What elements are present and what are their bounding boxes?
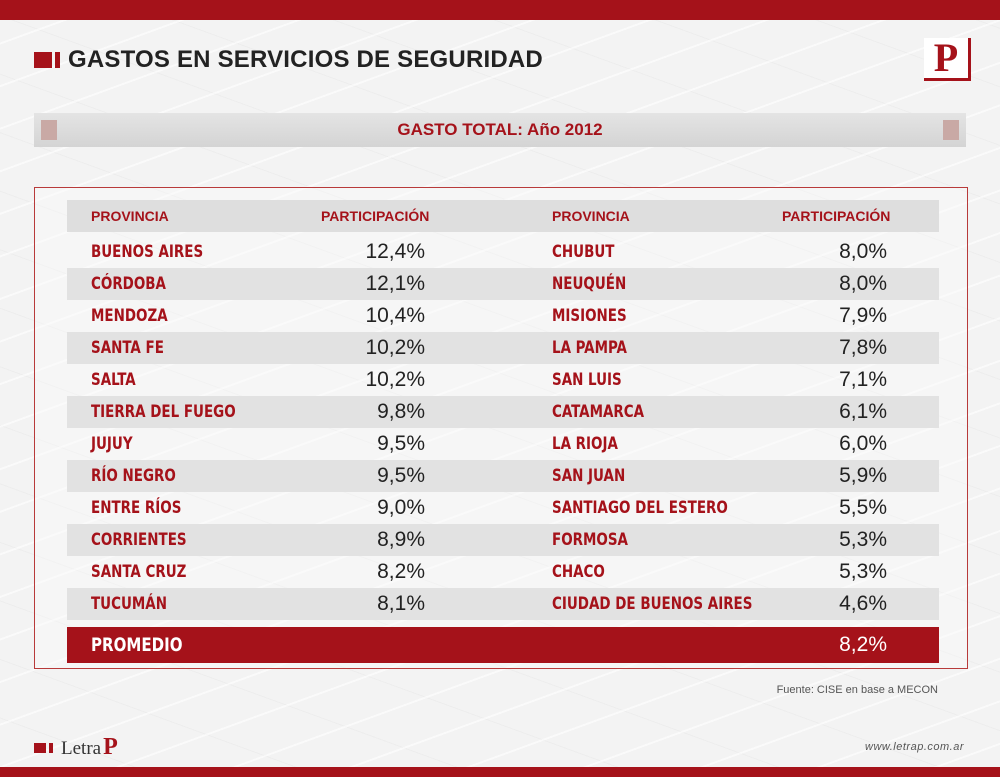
letrap-logo: P <box>924 38 971 81</box>
table-row: TIERRA DEL FUEGO 9,8% CATAMARCA 6,1% <box>67 396 939 428</box>
table-row: BUENOS AIRES 12,4% CHUBUT 8,0% <box>67 236 939 268</box>
province-share: 9,5% <box>377 432 425 455</box>
province-share: 9,0% <box>377 496 425 519</box>
province-name: SANTIAGO DEL ESTERO <box>552 498 728 518</box>
province-name: NEUQUÉN <box>552 274 627 294</box>
province-name: CATAMARCA <box>552 402 645 422</box>
table-row: SANTA FE 10,2% LA PAMPA 7,8% <box>67 332 939 364</box>
province-name: SANTA FE <box>91 338 164 358</box>
table-body: BUENOS AIRES 12,4% CHUBUT 8,0% CÓRDOBA 12,1% N… <box>67 236 939 620</box>
subtitle-bar: GASTO TOTAL: Año 2012 <box>34 113 966 147</box>
province-name: JUJUY <box>91 434 133 454</box>
province-name: SAN JUAN <box>552 466 626 486</box>
province-share: 8,0% <box>839 272 887 295</box>
table-header: PROVINCIA PARTICIPACIÓN PROVINCIA PARTIC… <box>67 200 939 232</box>
table-row: SALTA 10,2% SAN LUIS 7,1% <box>67 364 939 396</box>
province-share: 6,0% <box>839 432 887 455</box>
province-name: CIUDAD DE BUENOS AIRES <box>552 594 753 614</box>
province-share: 5,3% <box>839 560 887 583</box>
province-share: 5,3% <box>839 528 887 551</box>
province-share: 10,2% <box>365 368 425 391</box>
footer-brand: Letra P <box>34 734 118 761</box>
province-share: 7,8% <box>839 336 887 359</box>
header-share-left: PARTICIPACIÓN <box>321 208 430 224</box>
table-row: TUCUMÁN 8,1% CIUDAD DE BUENOS AIRES 4,6% <box>67 588 939 620</box>
brand-text: Letra <box>61 738 102 759</box>
subtitle-left-block <box>41 120 57 140</box>
province-share: 8,2% <box>377 560 425 583</box>
province-name: CHACO <box>552 562 605 582</box>
province-name: MENDOZA <box>91 306 168 326</box>
province-name: SAN LUIS <box>552 370 622 390</box>
average-row: PROMEDIO 8,2% <box>67 627 939 663</box>
province-name: LA PAMPA <box>552 338 627 358</box>
province-name: ENTRE RÍOS <box>91 498 182 518</box>
table-row: RÍO NEGRO 9,5% SAN JUAN 5,9% <box>67 460 939 492</box>
table-row: CORRIENTES 8,9% FORMOSA 5,3% <box>67 524 939 556</box>
average-label: PROMEDIO <box>91 634 183 656</box>
header-province-left: PROVINCIA <box>91 208 169 224</box>
province-name: LA RIOJA <box>552 434 618 454</box>
brand-p: P <box>103 734 118 760</box>
province-share: 9,5% <box>377 464 425 487</box>
table-row: SANTA CRUZ 8,2% CHACO 5,3% <box>67 556 939 588</box>
table-row: JUJUY 9,5% LA RIOJA 6,0% <box>67 428 939 460</box>
bottom-bar <box>0 767 1000 777</box>
province-name: MISIONES <box>552 306 627 326</box>
province-name: BUENOS AIRES <box>91 242 204 262</box>
province-name: TUCUMÁN <box>91 594 167 614</box>
header-province-right: PROVINCIA <box>552 208 630 224</box>
subtitle: GASTO TOTAL: Año 2012 <box>397 120 603 139</box>
province-share: 8,9% <box>377 528 425 551</box>
table-row: ENTRE RÍOS 9,0% SANTIAGO DEL ESTERO 5,5% <box>67 492 939 524</box>
header-share-right: PARTICIPACIÓN <box>782 208 891 224</box>
page-title: GASTOS EN SERVICIOS DE SEGURIDAD <box>68 46 543 73</box>
province-share: 10,2% <box>365 336 425 359</box>
table-row: MENDOZA 10,4% MISIONES 7,9% <box>67 300 939 332</box>
table-row: CÓRDOBA 12,1% NEUQUÉN 8,0% <box>67 268 939 300</box>
province-share: 7,9% <box>839 304 887 327</box>
province-name: RÍO NEGRO <box>91 466 176 486</box>
average-value: 8,2% <box>839 633 887 656</box>
province-share: 12,4% <box>365 240 425 263</box>
brand-mark-icon <box>34 742 53 753</box>
province-share: 5,9% <box>839 464 887 487</box>
province-name: CHUBUT <box>552 242 615 262</box>
province-share: 9,8% <box>377 400 425 423</box>
province-share: 6,1% <box>839 400 887 423</box>
province-share: 12,1% <box>365 272 425 295</box>
province-name: FORMOSA <box>552 530 628 550</box>
province-name: SANTA CRUZ <box>91 562 187 582</box>
province-share: 10,4% <box>365 304 425 327</box>
province-name: SALTA <box>91 370 136 390</box>
province-name: CÓRDOBA <box>91 274 166 294</box>
data-table: PROVINCIA PARTICIPACIÓN PROVINCIA PARTIC… <box>34 187 968 669</box>
footer-url: www.letrap.com.ar <box>865 741 964 753</box>
subtitle-right-block <box>943 120 959 140</box>
province-share: 8,1% <box>377 592 425 615</box>
province-share: 4,6% <box>839 592 887 615</box>
province-share: 7,1% <box>839 368 887 391</box>
province-share: 5,5% <box>839 496 887 519</box>
province-name: TIERRA DEL FUEGO <box>91 402 236 422</box>
title-block: GASTOS EN SERVICIOS DE SEGURIDAD <box>34 44 543 76</box>
title-mark-icon <box>34 52 60 68</box>
source-note: Fuente: CISE en base a MECON <box>776 684 938 696</box>
province-name: CORRIENTES <box>91 530 187 550</box>
province-share: 8,0% <box>839 240 887 263</box>
top-bar <box>0 0 1000 20</box>
